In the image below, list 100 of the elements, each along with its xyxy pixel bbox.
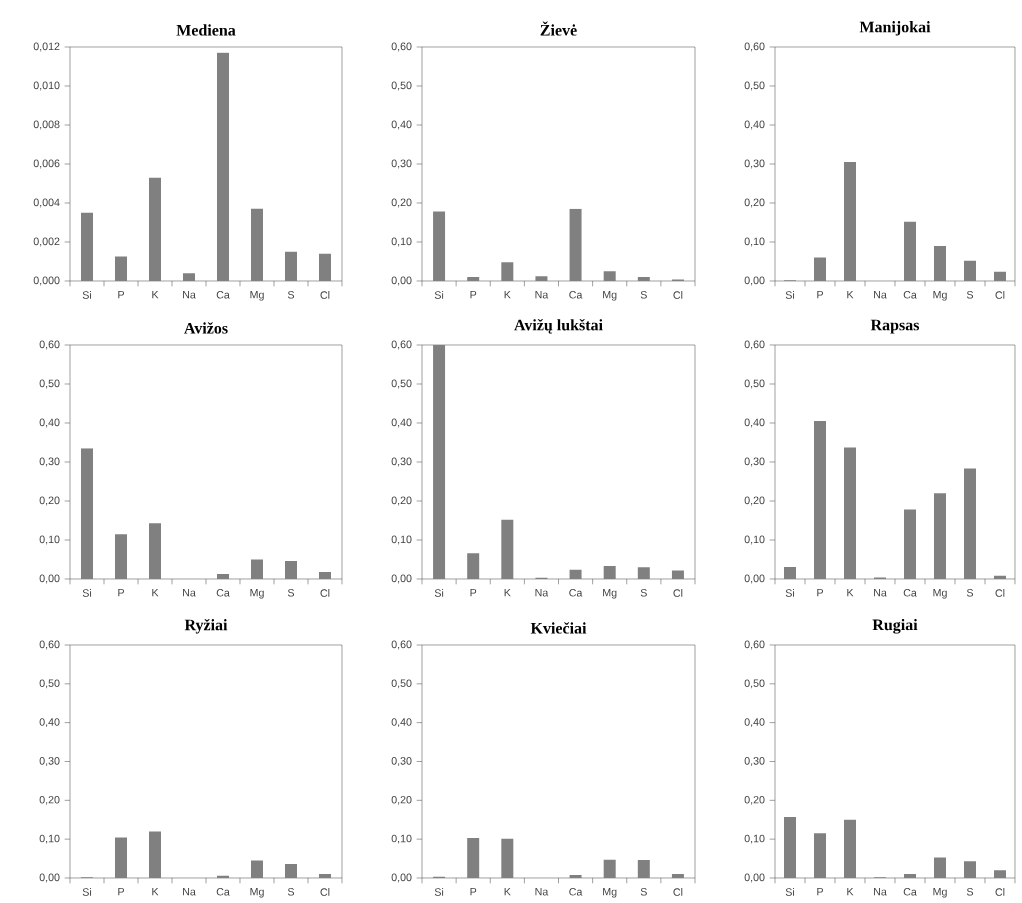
x-tick-label: S — [640, 888, 647, 896]
x-tick-label: K — [504, 291, 511, 299]
bar — [963, 861, 976, 878]
x-tick-label: K — [504, 589, 511, 597]
bar — [934, 493, 946, 579]
y-tick-label: 0,00 — [39, 574, 60, 584]
bar — [149, 831, 161, 878]
x-tick-label: S — [966, 888, 974, 896]
y-tick-label: 0,40 — [744, 718, 765, 728]
x-tick-label: Cl — [995, 888, 1005, 896]
y-tick-label: 0,012 — [33, 42, 60, 52]
x-tick-label: S — [966, 589, 974, 597]
y-tick-label: 0,20 — [39, 795, 60, 805]
x-tick-label: Mg — [603, 291, 617, 301]
y-tick-label: 0,50 — [39, 379, 60, 389]
y-tick-label: 0,004 — [33, 198, 60, 208]
y-tick-label: 0,20 — [744, 795, 765, 805]
y-tick-label: 0,10 — [39, 834, 60, 844]
bar — [844, 819, 856, 878]
y-tick-label: 0,60 — [391, 42, 412, 52]
y-tick-label: 0,30 — [391, 159, 412, 169]
bar — [671, 874, 684, 878]
x-tick-label: Si — [434, 291, 444, 299]
x-tick-label: S — [640, 589, 647, 597]
bar — [251, 860, 263, 878]
y-tick-label: 0,002 — [33, 237, 60, 247]
y-tick-label: 0,60 — [391, 640, 412, 650]
x-tick-label: Mg — [603, 589, 617, 599]
bar — [784, 817, 796, 878]
x-tick-label: Ca — [216, 589, 230, 597]
bar — [569, 208, 582, 281]
y-tick-label: 0,00 — [744, 574, 765, 584]
bar — [904, 509, 916, 579]
bar — [569, 569, 582, 579]
y-tick-label: 0,50 — [391, 679, 412, 689]
x-tick-label: P — [470, 888, 477, 896]
x-tick-label: Mg — [250, 888, 264, 898]
x-tick-label: Mg — [603, 888, 617, 898]
x-tick-label: Na — [183, 291, 196, 299]
x-tick-label: P — [118, 888, 124, 896]
bar — [217, 573, 229, 579]
x-tick-label: Si — [82, 888, 92, 896]
bar — [467, 277, 480, 281]
y-tick-label: 0,20 — [391, 795, 412, 805]
x-tick-label: Cl — [320, 291, 330, 299]
y-tick-label: 0,60 — [39, 340, 60, 350]
bar — [251, 559, 263, 579]
x-tick-label: P — [118, 589, 124, 597]
y-tick-label: 0,40 — [391, 718, 412, 728]
x-tick-label: Si — [785, 589, 795, 597]
bar — [603, 566, 616, 579]
x-tick-label: Na — [183, 888, 196, 896]
x-tick-label: Si — [82, 589, 92, 597]
bar — [81, 212, 93, 281]
y-tick-label: 0,10 — [391, 535, 412, 545]
y-tick-label: 0,20 — [39, 496, 60, 506]
x-tick-label: Na — [535, 291, 549, 299]
y-tick-label: 0,00 — [744, 276, 765, 286]
chart-title: Žievė — [540, 21, 577, 36]
x-tick-label: Cl — [995, 589, 1005, 597]
y-tick-label: 0,30 — [391, 457, 412, 467]
x-tick-label: P — [817, 888, 823, 896]
y-tick-label: 0,30 — [391, 757, 412, 766]
bar — [993, 575, 1006, 579]
y-tick-label: 0,30 — [744, 159, 765, 169]
x-tick-label: Na — [183, 589, 196, 597]
x-tick-label: S — [287, 589, 295, 597]
x-tick-label: S — [287, 888, 295, 896]
chart-title: Rapsas — [870, 319, 920, 334]
y-tick-label: 0,10 — [744, 237, 765, 247]
x-tick-label: Mg — [250, 589, 264, 599]
chart-title: Rugiai — [872, 618, 918, 634]
bar — [115, 534, 127, 579]
x-tick-label: K — [152, 589, 159, 597]
y-tick-label: 0,40 — [39, 418, 60, 428]
x-tick-label: Ca — [569, 888, 583, 896]
x-tick-label: Ca — [569, 589, 583, 597]
y-tick-label: 0,60 — [744, 42, 765, 52]
bar — [535, 276, 548, 281]
bar — [963, 468, 976, 579]
bar — [284, 251, 297, 281]
y-tick-label: 0,50 — [744, 679, 765, 689]
x-tick-label: P — [817, 589, 823, 597]
bar — [467, 553, 480, 579]
bar — [149, 523, 161, 579]
x-tick-label: P — [817, 291, 823, 299]
x-tick-label: S — [640, 291, 647, 299]
x-tick-label: Mg — [933, 589, 947, 599]
y-tick-label: 0,30 — [744, 457, 765, 467]
x-tick-label: P — [118, 291, 124, 299]
y-tick-label: 0,00 — [391, 574, 412, 584]
x-tick-label: K — [152, 291, 159, 299]
y-tick-label: 0,000 — [33, 276, 60, 286]
y-tick-label: 0,00 — [391, 276, 412, 286]
x-tick-label: Ca — [903, 589, 917, 597]
y-tick-label: 0,20 — [391, 496, 412, 506]
x-tick-label: Na — [874, 589, 887, 597]
y-tick-label: 0,40 — [39, 718, 60, 728]
bar — [814, 257, 826, 281]
x-tick-label: Si — [82, 291, 92, 299]
